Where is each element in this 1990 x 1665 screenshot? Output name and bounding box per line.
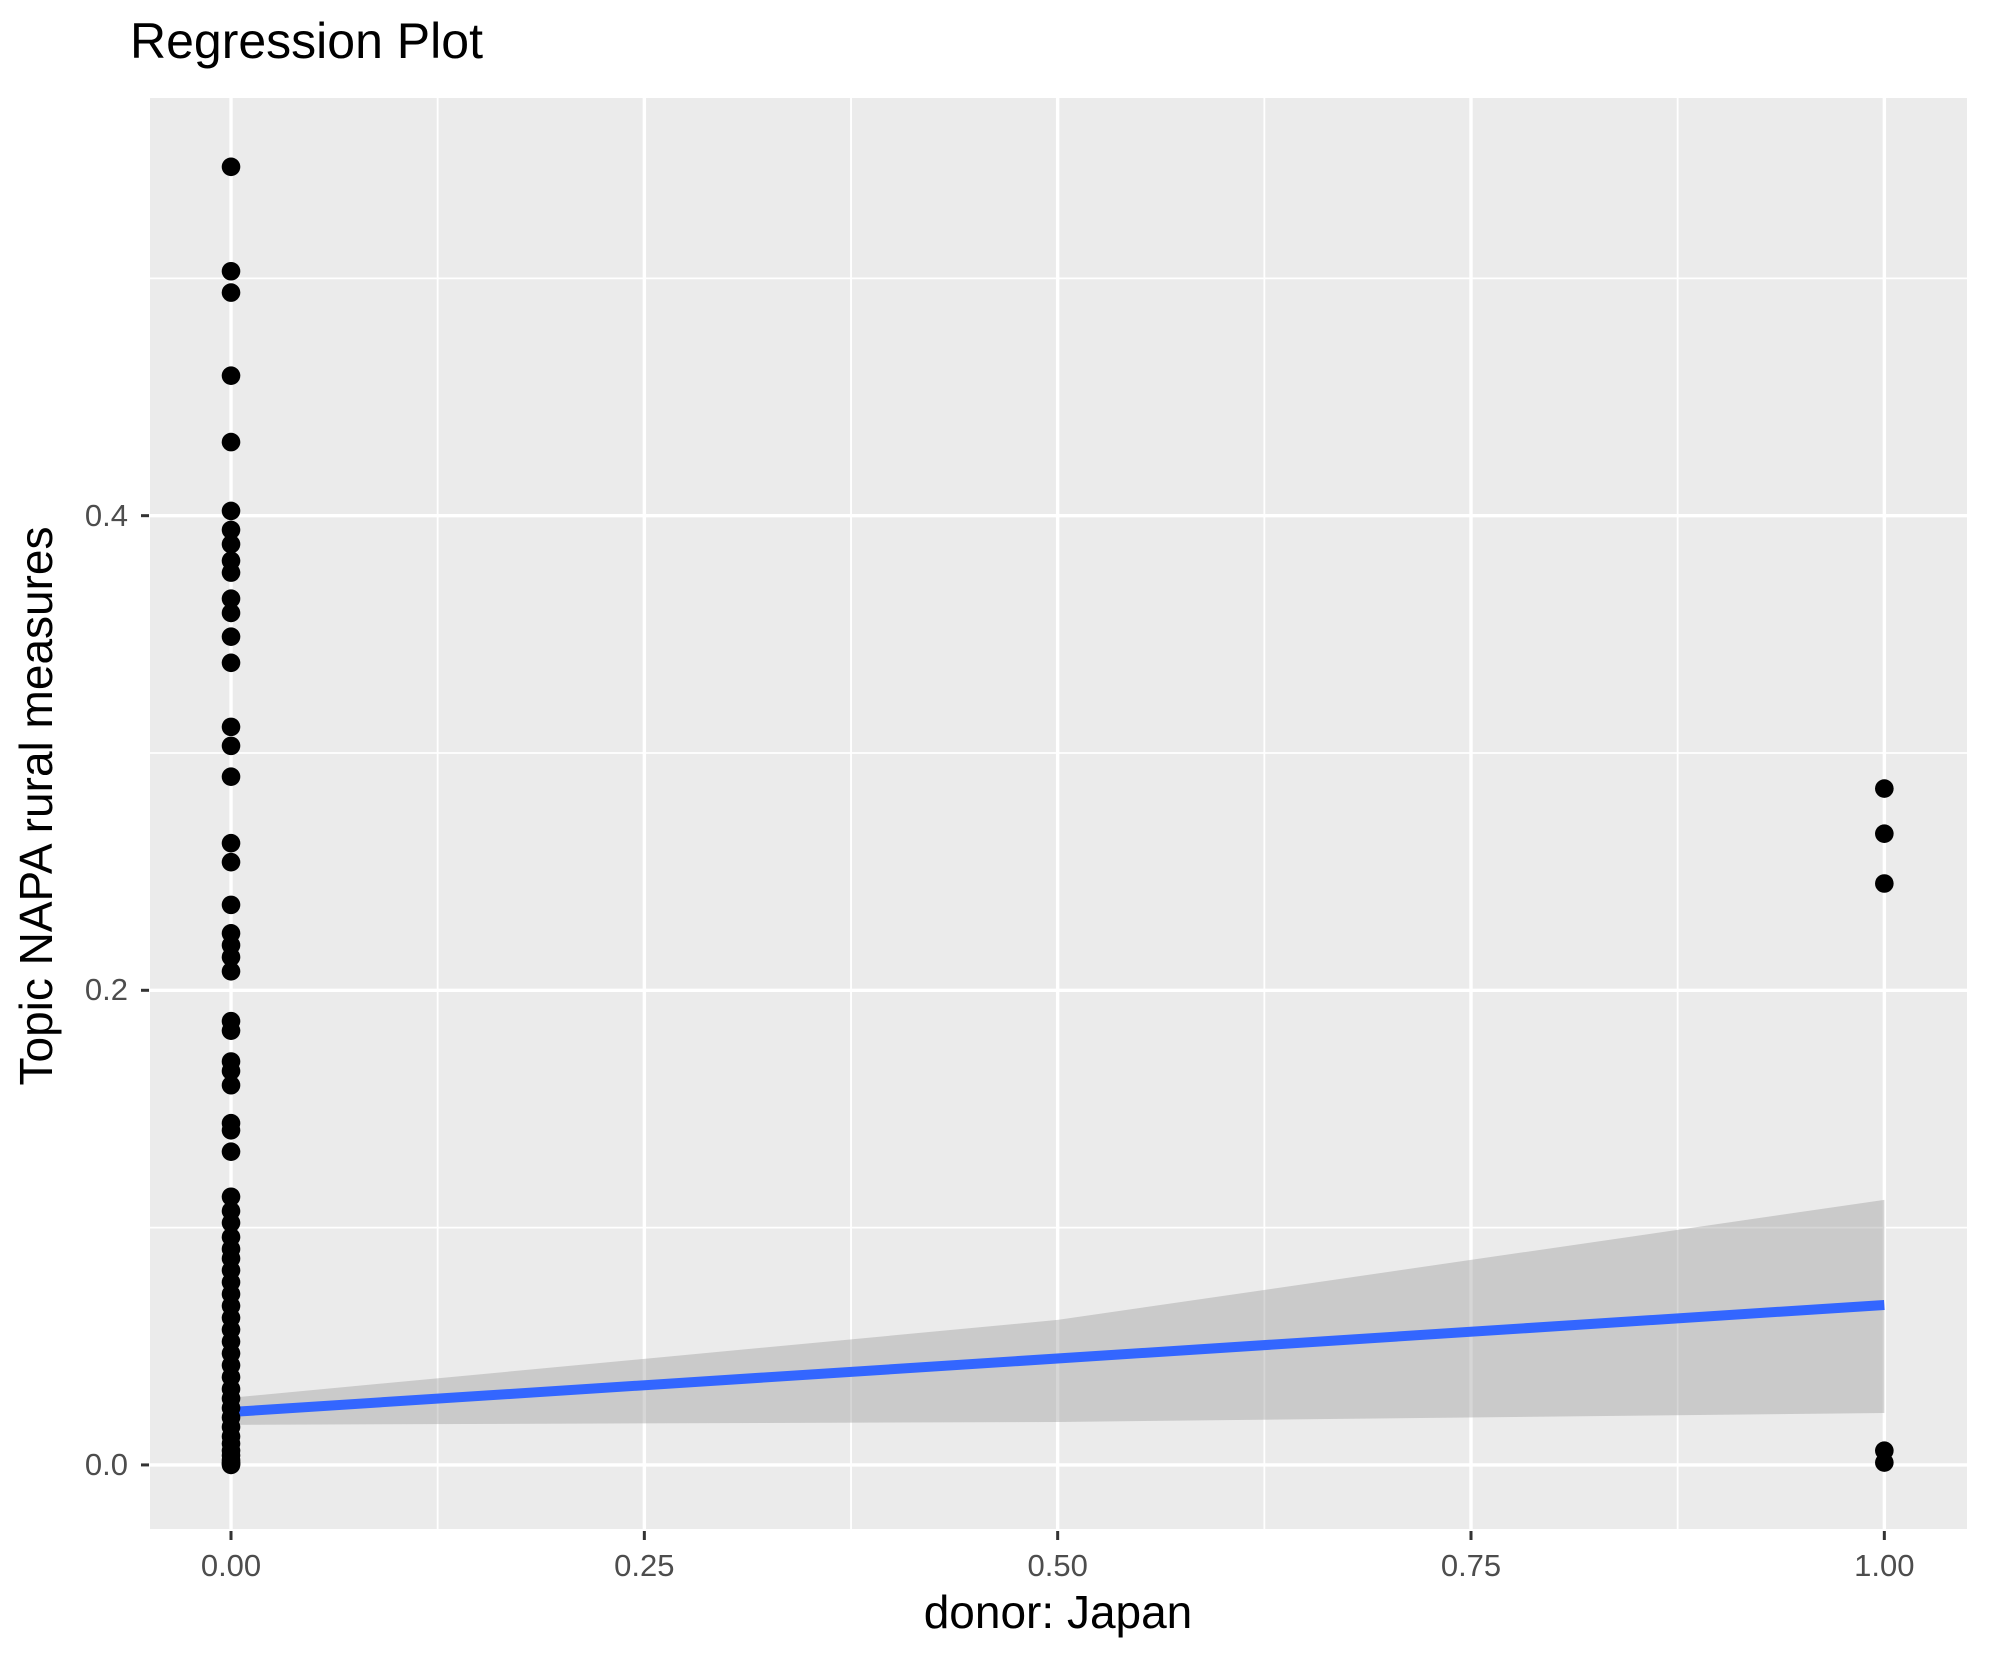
data-point [221,1021,241,1040]
data-point [221,283,241,302]
data-point [221,1187,241,1207]
data-point [1875,779,1894,798]
data-point [221,1142,241,1161]
data-point [221,852,241,872]
data-point [221,833,241,853]
data-point [221,432,241,452]
data-point [221,717,241,737]
data-point [221,1455,241,1475]
data-point [221,534,241,554]
data-point [221,627,241,647]
data-point [221,1213,241,1233]
confidence-band [231,1199,1885,1425]
data-point [1875,1453,1894,1472]
data-point [221,653,241,673]
x-axis-title: donor: Japan [923,1586,1193,1638]
y-tick-label: 0.4 [84,497,128,533]
x-tick-label: 0.50 [1027,1548,1088,1583]
data-point [221,520,241,540]
data-point [221,895,241,915]
x-tick-label: 0.25 [614,1548,675,1583]
data-point [221,501,241,521]
data-point [1875,874,1894,893]
x-tick-label: 0.75 [1440,1548,1502,1583]
data-point [221,603,241,623]
y-tick-label: 0.2 [84,972,128,1008]
data-point [221,962,241,981]
regression-line [230,1299,1885,1417]
data-point [221,1121,241,1140]
data-point [221,767,241,787]
y-tick-label: 0.0 [84,1446,128,1482]
data-point [221,947,241,967]
data-point [1875,824,1894,843]
data-point [221,157,241,177]
chart-title: Regression Plot [130,13,483,69]
data-point [221,736,241,756]
data-point [221,563,241,582]
data-point [221,1075,241,1095]
x-tick-label: 1.00 [1854,1548,1915,1583]
data-point [221,589,241,609]
data-point [221,366,241,385]
data-point [221,1061,241,1081]
x-tick-label: 0.00 [200,1548,262,1583]
data-point [221,261,241,281]
